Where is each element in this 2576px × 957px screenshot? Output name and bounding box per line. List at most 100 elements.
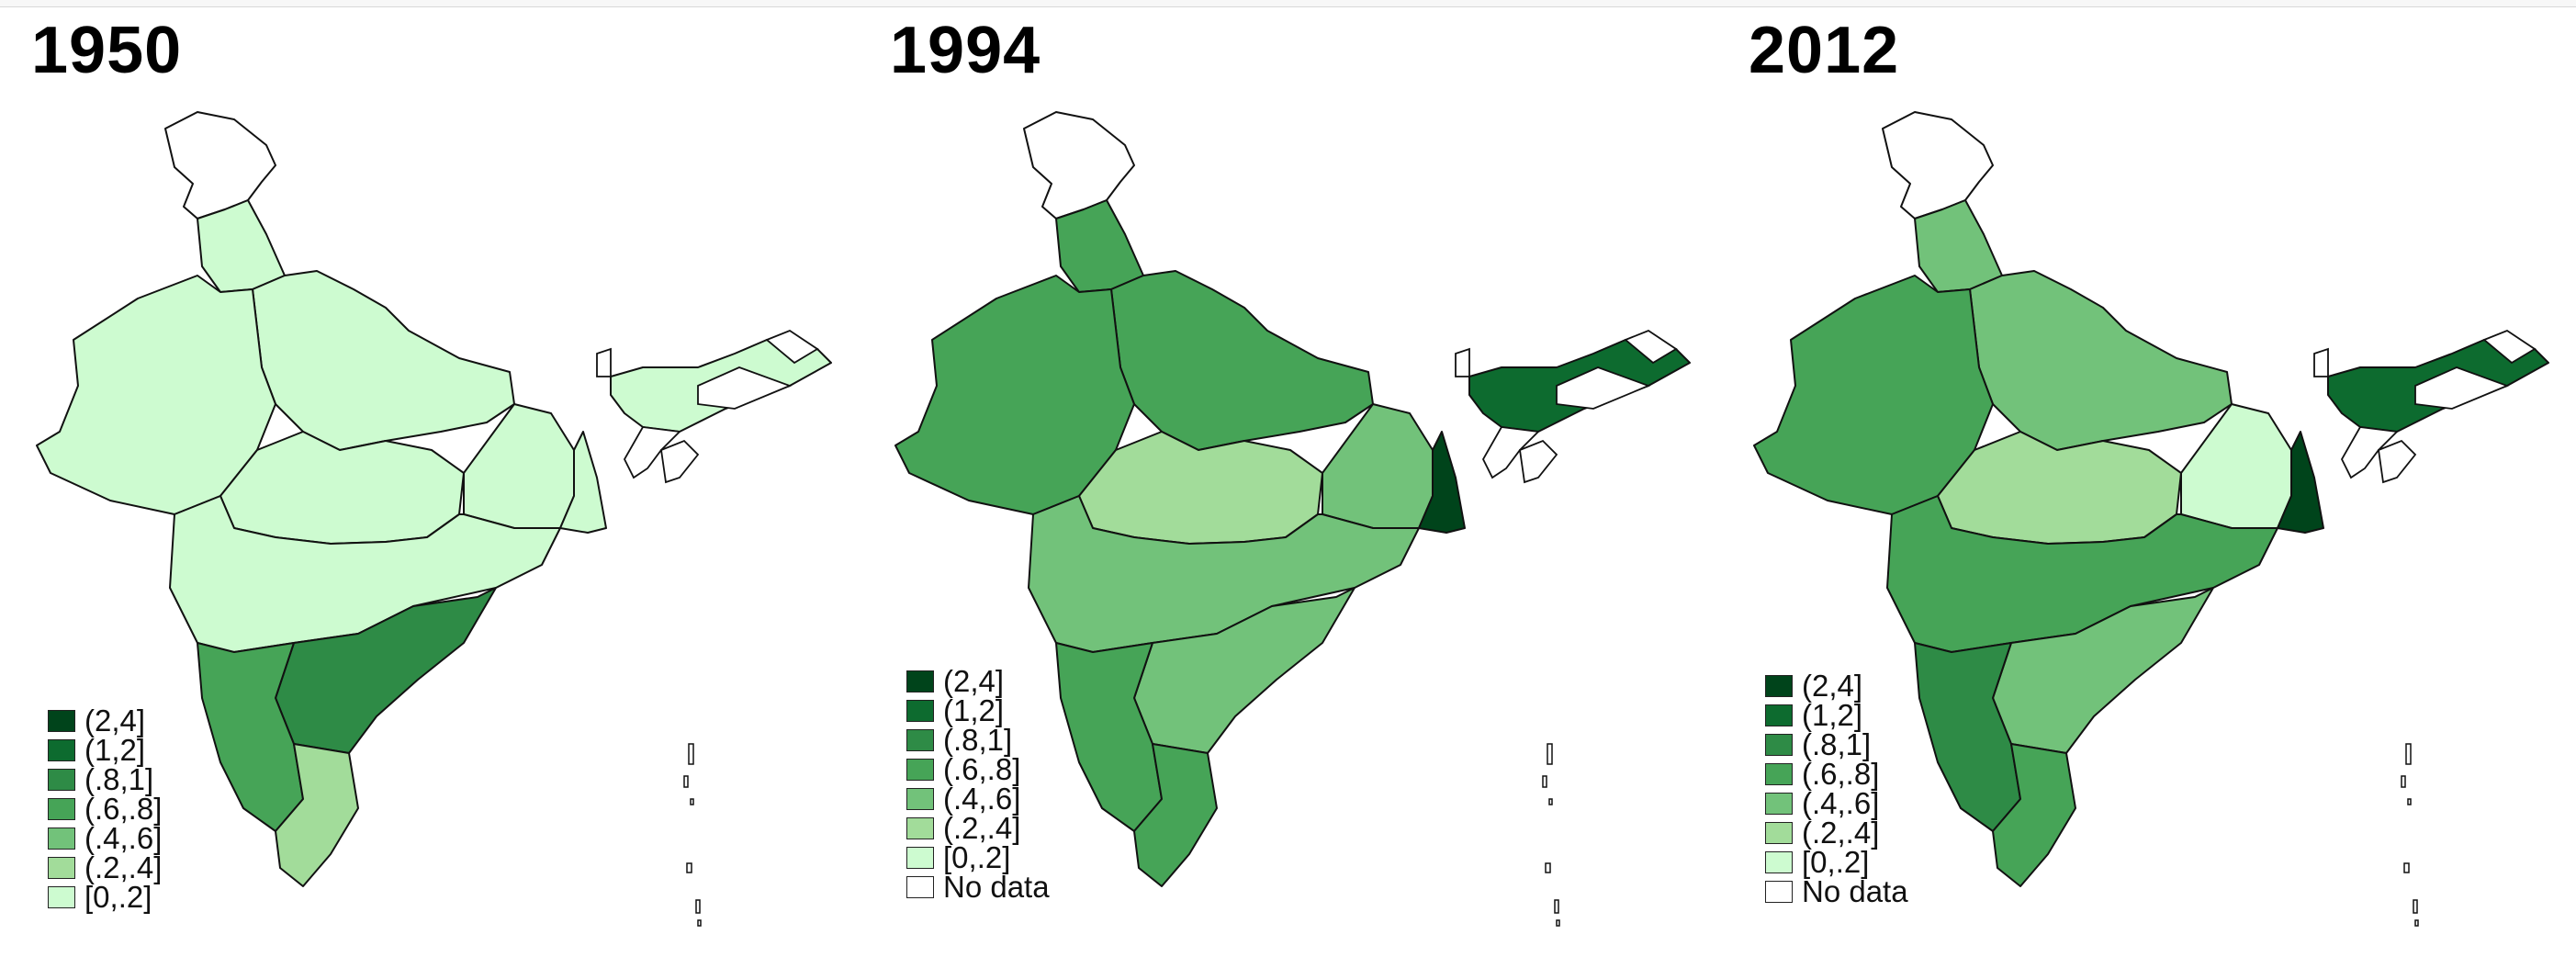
legend-label: (.6,.8] [1802,757,1880,791]
legend-swatch [48,857,75,879]
legend-swatch [1765,704,1793,726]
border-outline [1519,439,1558,484]
map-panel-1950: 1950 (2,4] (1,2] (.8,1] (.6,.8] (.4,.6] (.2,.4… [0,0,859,957]
border-outline [2414,366,2510,410]
legend-swatch [906,876,934,898]
legend-swatch [1765,793,1793,815]
legend-label: (.4,.6] [84,821,163,855]
border-outline [2340,426,2399,479]
border-outline [623,426,681,479]
map-title: 2012 [1749,14,1900,87]
legend-swatch [1765,763,1793,785]
legend-label: (.2,.4] [84,850,163,884]
island-outline [1556,919,1560,927]
legend-swatch [48,828,75,850]
island-outline [683,775,689,788]
legend-swatch [48,710,75,732]
region-north [252,270,515,451]
border-outline [596,347,612,377]
border-outline [1481,426,1540,479]
legend-swatch [1765,822,1793,844]
legend-swatch [48,798,75,820]
legend-swatch [906,847,934,869]
legend-label: (1,2] [1802,698,1863,732]
choropleth-map [1753,111,2549,927]
legend-label: [0,.2] [1802,845,1870,879]
choropleth-map [36,111,832,927]
island-outline [1547,743,1553,765]
legend-label: (.8,1] [943,723,1013,757]
island-outline [2413,899,2418,914]
legend-label: [0,.2] [84,880,152,914]
island-outline [1545,862,1551,873]
legend-label: No data [943,870,1050,904]
legend-label: (.2,.4] [1802,816,1880,850]
region-kashmir [1023,111,1135,220]
region-north [1969,270,2233,451]
border-outline [1556,366,1651,410]
legend-label: [0,.2] [943,840,1011,874]
island-outline [2414,919,2419,927]
legend-label: No data [1802,874,1908,908]
legend-swatch [906,788,934,810]
legend-label: (.4,.6] [943,782,1021,816]
island-outline [686,862,692,873]
legend-label: (2,4] [84,704,146,737]
region-northwest [1055,199,1144,293]
map-panel-2012: 2012 (2,4] (1,2] (.8,1] (.6,.8] (.4,.6] (.2,.4… [1717,0,2576,957]
legend-swatch [48,739,75,761]
border-outline [765,329,819,365]
top-toolbar-strip [0,0,2576,7]
border-outline [660,439,700,484]
legend-label: (.8,1] [1802,727,1872,761]
legend-swatch [906,729,934,751]
legend-label: (.4,.6] [1802,786,1880,820]
legend-swatch [906,700,934,722]
legend-swatch [1765,881,1793,903]
region-tamilnadu [275,743,359,887]
region-kashmir [164,111,276,220]
island-outline [688,743,694,765]
legend-swatch [906,670,934,692]
legend-label: (2,4] [943,664,1005,698]
region-kashmir [1882,111,1994,220]
legend-swatch [1765,851,1793,873]
legend-label: (.8,1] [84,762,154,796]
region-tamilnadu [1992,743,2076,887]
border-outline [2313,347,2329,377]
border-outline [697,366,793,410]
legend-swatch [906,817,934,839]
legend-swatch [48,886,75,908]
legend-swatch [1765,675,1793,697]
region-north [1110,270,1374,451]
border-outline [1624,329,1678,365]
map-panel-1994: 1994 (2,4] (1,2] (.8,1] (.6,.8] (.4,.6] (.2,.4… [859,0,1717,957]
island-outline [695,899,701,914]
choropleth-map [894,111,1691,927]
region-northwest [197,199,286,293]
island-outline [1548,798,1553,805]
legend-label: (2,4] [1802,669,1863,703]
region-tamilnadu [1133,743,1218,887]
island-outline [1542,775,1547,788]
legend-label: (.6,.8] [84,792,163,826]
map-title: 1994 [890,14,1041,87]
border-outline [2378,439,2417,484]
region-bengal [2277,431,2324,534]
legend-label: (.6,.8] [943,752,1021,786]
island-outline [2403,862,2410,873]
border-outline [1455,347,1470,377]
island-outline [2401,775,2406,788]
region-northwest [1914,199,2003,293]
legend-label: (1,2] [943,693,1005,727]
border-outline [2482,329,2537,365]
legend-swatch [1765,734,1793,756]
legend-label: (1,2] [84,733,146,767]
legend-swatch [906,759,934,781]
region-bengal [1418,431,1466,534]
legend-swatch [48,769,75,791]
island-outline [2405,743,2412,765]
region-bengal [559,431,607,534]
island-outline [1554,899,1559,914]
island-outline [697,919,702,927]
